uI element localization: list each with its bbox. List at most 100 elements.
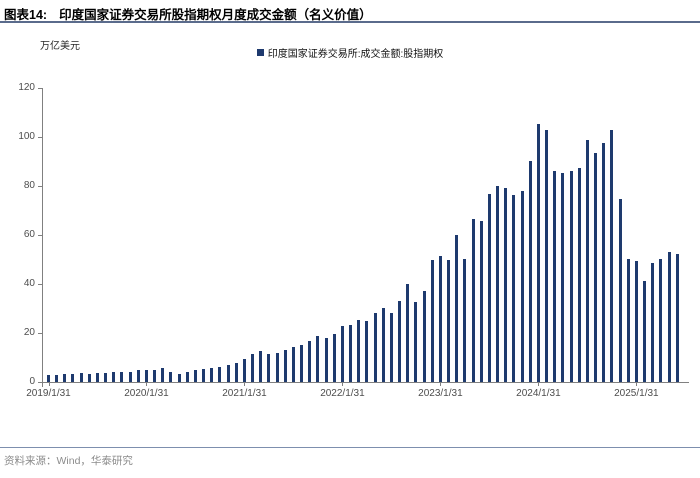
bar <box>447 259 451 382</box>
bar <box>545 130 549 382</box>
bar <box>300 345 304 382</box>
bar <box>398 301 402 382</box>
x-axis-tick <box>538 382 540 386</box>
y-axis-tick <box>38 332 42 334</box>
bar <box>430 260 434 382</box>
bar <box>536 123 540 382</box>
x-axis-tick-label: 2023/1/31 <box>418 388 463 399</box>
legend-label: 印度国家证券交易所:成交金额:股指期权 <box>267 49 444 60</box>
bar <box>471 218 475 382</box>
bar <box>357 319 361 382</box>
bar <box>185 371 189 382</box>
y-axis-extension <box>42 382 43 387</box>
bar <box>553 171 557 382</box>
legend-swatch-icon <box>256 49 264 56</box>
y-axis-tick-label: 60 <box>23 229 35 240</box>
y-axis-tick <box>38 234 42 236</box>
bar <box>63 374 67 382</box>
bar <box>479 220 483 382</box>
x-axis-tick <box>636 382 638 386</box>
bar <box>365 320 369 382</box>
bar <box>389 312 393 382</box>
bar <box>569 170 573 382</box>
bar <box>340 326 344 382</box>
bar <box>87 373 91 382</box>
bar <box>455 235 459 382</box>
footer-divider <box>0 447 700 448</box>
y-axis-tick-label: 80 <box>23 180 35 191</box>
bar <box>332 334 336 382</box>
bar <box>242 358 246 382</box>
bar <box>504 187 508 382</box>
bar <box>610 129 614 382</box>
y-axis-unit-label: 万亿美元 <box>40 41 80 52</box>
y-axis-tick <box>38 283 42 285</box>
y-axis-tick <box>38 87 42 89</box>
bar <box>602 142 606 382</box>
bar <box>71 373 75 382</box>
bar <box>144 370 148 382</box>
chart-legend: 印度国家证券交易所:成交金额:股指期权 <box>0 45 700 60</box>
bar <box>463 259 467 382</box>
title-divider <box>0 21 700 23</box>
x-axis-tick <box>244 382 246 386</box>
bar <box>218 366 222 382</box>
bar <box>577 167 581 382</box>
bar <box>520 190 524 382</box>
bar <box>210 367 214 382</box>
bar <box>79 373 83 382</box>
bar <box>47 374 50 382</box>
x-axis-tick-label: 2020/1/31 <box>124 388 169 399</box>
bar <box>177 373 181 382</box>
x-axis-tick-label: 2022/1/31 <box>320 388 365 399</box>
bar <box>112 372 116 382</box>
bar <box>585 139 589 382</box>
bar <box>95 372 99 382</box>
x-axis-tick-label: 2024/1/31 <box>516 388 561 399</box>
bar <box>275 353 279 382</box>
bar <box>259 351 263 382</box>
bar <box>438 255 442 382</box>
bar <box>55 374 59 382</box>
x-axis-tick <box>440 382 442 386</box>
y-axis-tick <box>38 136 42 138</box>
x-axis-tick-label: 2021/1/31 <box>222 388 267 399</box>
bar <box>308 340 312 382</box>
bar <box>528 161 532 382</box>
bar <box>487 194 491 382</box>
bar <box>136 370 140 382</box>
bar <box>120 371 124 382</box>
figure-title-text: 印度国家证券交易所股指期权月度成交金额（名义价值） <box>59 8 372 22</box>
bar <box>291 347 295 382</box>
bar <box>283 350 287 382</box>
bar <box>153 369 157 382</box>
bar <box>251 354 255 382</box>
bar <box>594 152 598 382</box>
bar <box>496 185 500 382</box>
bar <box>169 372 173 382</box>
bar <box>667 251 671 382</box>
bar <box>349 324 353 382</box>
y-axis-tick <box>38 381 42 383</box>
y-axis-tick <box>38 185 42 187</box>
bar <box>234 363 238 382</box>
bar <box>561 172 565 382</box>
y-axis-tick-label: 0 <box>29 376 35 387</box>
x-axis-tick-label: 2025/1/31 <box>614 388 659 399</box>
bar <box>104 372 108 382</box>
x-axis-tick <box>146 382 148 386</box>
bar <box>267 353 271 382</box>
figure-title: 图表14: 印度国家证券交易所股指期权月度成交金额（名义价值） <box>4 4 696 22</box>
bar <box>414 301 418 382</box>
x-axis-tick <box>342 382 344 386</box>
x-axis-tick <box>48 382 50 386</box>
bar <box>381 307 385 382</box>
y-axis-tick-label: 40 <box>23 278 35 289</box>
bar <box>226 364 230 382</box>
bar <box>202 369 206 382</box>
bar <box>161 367 165 382</box>
bar <box>512 195 516 382</box>
bar <box>316 336 320 382</box>
y-axis-tick-label: 120 <box>18 82 35 93</box>
